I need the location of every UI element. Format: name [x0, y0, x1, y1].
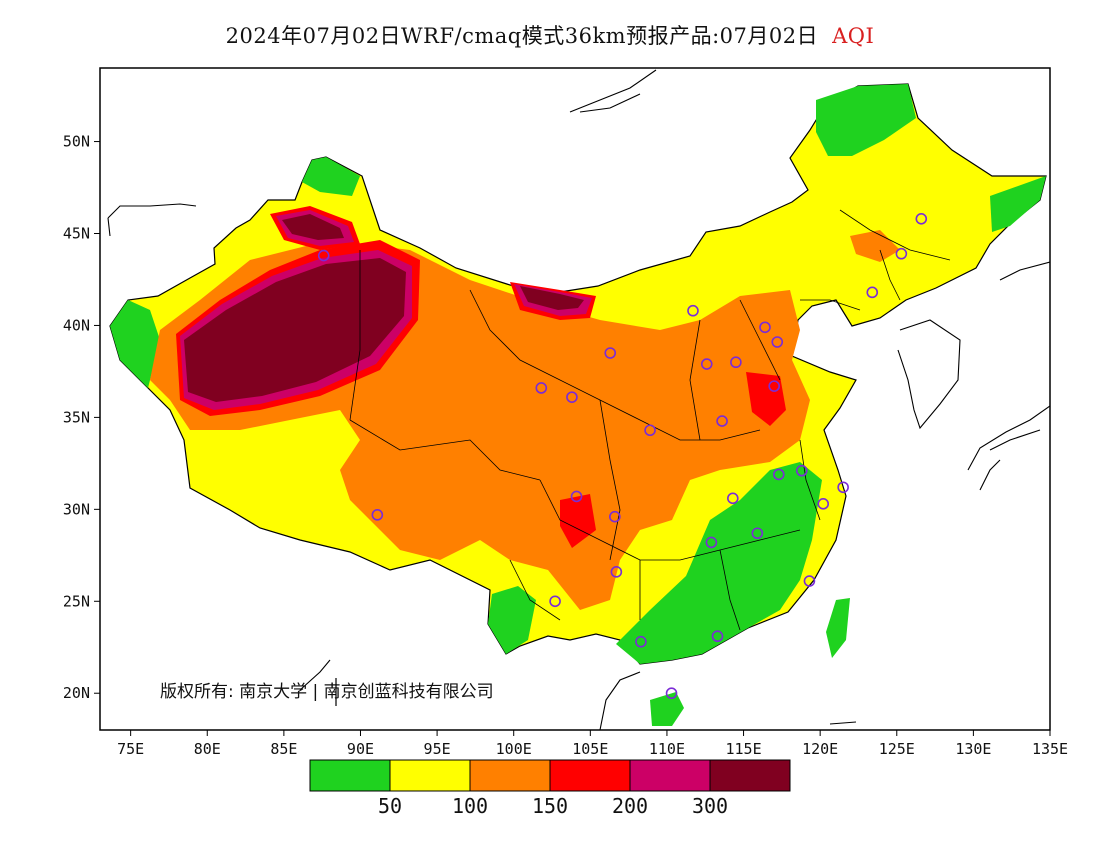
x-tick-label: 80E: [194, 740, 221, 758]
y-tick-label: 25N: [63, 592, 90, 610]
x-tick-label: 105E: [572, 740, 608, 758]
x-tick-label: 130E: [955, 740, 991, 758]
map-title: 2024年07月02日WRF/cmaq模式36km预报产品:07月02日 AQI: [0, 20, 1100, 50]
colorbar-swatch: [389, 759, 471, 792]
x-tick-label: 125E: [879, 740, 915, 758]
station-marker: [610, 566, 623, 578]
station-marker: [915, 212, 928, 225]
station-marker: [566, 391, 578, 403]
station-marker: [771, 336, 784, 348]
station-marker: [795, 464, 808, 477]
x-tick-label: 90E: [347, 740, 374, 758]
green-south: [616, 462, 822, 664]
sakhalin-coast: [999, 261, 1050, 281]
colorbar-legend: 50 100 150 200 300: [309, 759, 791, 818]
maroon-inner-mongolia: [520, 286, 584, 310]
y-tick-label: 20N: [63, 684, 90, 702]
station-marker: [759, 321, 771, 334]
colorbar-label: 300: [692, 794, 728, 818]
y-tick-label: 50N: [63, 133, 90, 151]
title-main: 2024年07月02日WRF/cmaq模式36km预报产品:07月02日: [225, 24, 819, 48]
x-tick-label: 95E: [424, 740, 451, 758]
colorbar-swatch: [549, 759, 631, 792]
copyright-label: 版权所有: 南京大学 | 南京创蓝科技有限公司: [160, 682, 494, 702]
green-taiwan: [826, 598, 850, 658]
y-tick-label: 40N: [63, 316, 90, 334]
station-marker: [772, 468, 785, 481]
colorbar-swatch: [629, 759, 711, 792]
station-marker: [371, 509, 384, 521]
station-marker: [705, 536, 718, 549]
station-marker: [317, 249, 330, 262]
station-marker: [895, 247, 908, 260]
colorbar-swatch: [469, 759, 551, 792]
x-tick-label: 120E: [802, 740, 838, 758]
station-marker: [751, 527, 764, 540]
colorbar-swatch: [309, 759, 391, 792]
station-marker: [727, 492, 739, 505]
colorbar-label: 100: [452, 794, 488, 818]
station-marker: [716, 415, 728, 427]
map-frame: [99, 67, 1051, 731]
x-axis: 75E 80E 85E 90E 95E 100E 105E 110E 115E 120E 125E 1…: [117, 730, 1068, 758]
coastlines: [107, 69, 1050, 730]
city-stations: [317, 212, 928, 700]
station-marker: [768, 380, 780, 392]
x-tick-label: 115E: [725, 740, 761, 758]
maroon-xinjiang-north: [282, 214, 344, 240]
green-xinjiang-north: [302, 157, 360, 196]
maroon-taklamakan: [184, 258, 406, 402]
station-marker: [549, 595, 561, 608]
colorbar-label: 150: [532, 794, 568, 818]
y-axis: 20N 25N 30N 35N 40N 45N 50N: [63, 133, 100, 702]
x-tick-label: 85E: [270, 740, 297, 758]
station-marker: [730, 356, 742, 369]
station-marker: [837, 481, 849, 494]
station-marker: [604, 347, 617, 359]
red-north-china-plain: [746, 372, 786, 426]
station-marker: [700, 358, 713, 370]
station-marker: [817, 498, 830, 510]
station-marker: [644, 424, 656, 437]
green-northeast: [816, 84, 916, 156]
orange-northeast-patch: [850, 230, 900, 262]
station-marker: [687, 304, 699, 317]
korea-coast: [897, 319, 961, 430]
x-tick-label: 110E: [649, 740, 685, 758]
russia-coast: [569, 69, 657, 113]
green-northeast-east: [990, 176, 1046, 232]
y-tick-label: 35N: [63, 408, 90, 426]
colorbar-label: 50: [378, 794, 402, 818]
x-tick-label: 100E: [496, 740, 532, 758]
station-marker: [635, 635, 647, 648]
aqi-field: [109, 83, 1047, 726]
japan-coast: [967, 405, 1050, 491]
title-variable: AQI: [832, 24, 875, 48]
red-sichuan: [560, 494, 596, 548]
province-boundaries: [349, 209, 951, 631]
station-marker: [803, 575, 816, 587]
station-marker: [665, 687, 678, 700]
x-tick-label: 75E: [117, 740, 144, 758]
green-xinjiang-west: [110, 300, 160, 388]
y-tick-label: 45N: [63, 225, 90, 243]
y-tick-label: 30N: [63, 500, 90, 518]
green-yunnan: [488, 586, 536, 654]
x-tick-label: 135E: [1032, 740, 1068, 758]
southeast-asia-coast: [299, 659, 857, 730]
station-marker: [570, 490, 583, 503]
green-hainan: [650, 692, 684, 726]
station-marker: [866, 286, 879, 299]
colorbar-label: 200: [612, 794, 648, 818]
station-marker: [609, 510, 621, 523]
station-marker: [535, 382, 548, 394]
station-marker: [711, 630, 724, 643]
caspian-coast: [107, 203, 197, 237]
colorbar-swatch: [709, 759, 791, 792]
